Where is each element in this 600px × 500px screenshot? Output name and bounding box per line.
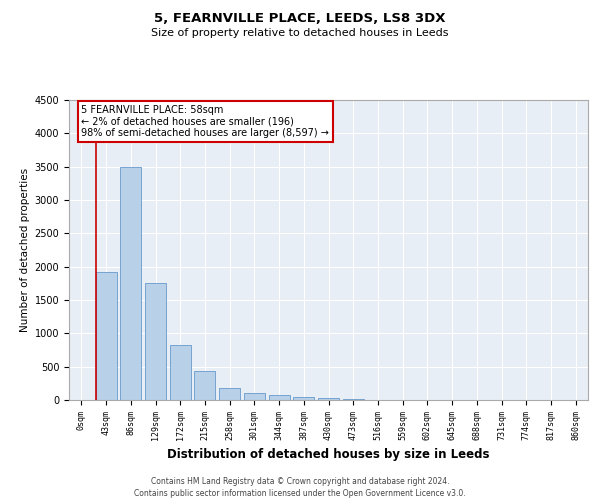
- Bar: [343, 399, 364, 400]
- Text: Size of property relative to detached houses in Leeds: Size of property relative to detached ho…: [151, 28, 449, 38]
- Bar: [293, 396, 314, 400]
- Bar: [95, 272, 116, 400]
- Y-axis label: Number of detached properties: Number of detached properties: [20, 168, 31, 332]
- Bar: [219, 388, 240, 400]
- Bar: [269, 395, 290, 400]
- Text: 5, FEARNVILLE PLACE, LEEDS, LS8 3DX: 5, FEARNVILLE PLACE, LEEDS, LS8 3DX: [154, 12, 446, 26]
- Text: 5 FEARNVILLE PLACE: 58sqm
← 2% of detached houses are smaller (196)
98% of semi-: 5 FEARNVILLE PLACE: 58sqm ← 2% of detach…: [82, 104, 329, 138]
- Text: Contains HM Land Registry data © Crown copyright and database right 2024.
Contai: Contains HM Land Registry data © Crown c…: [134, 476, 466, 498]
- Bar: [145, 282, 166, 400]
- Bar: [318, 398, 339, 400]
- Bar: [194, 372, 215, 400]
- X-axis label: Distribution of detached houses by size in Leeds: Distribution of detached houses by size …: [167, 448, 490, 461]
- Bar: [170, 346, 191, 400]
- Bar: [120, 168, 141, 400]
- Bar: [244, 394, 265, 400]
